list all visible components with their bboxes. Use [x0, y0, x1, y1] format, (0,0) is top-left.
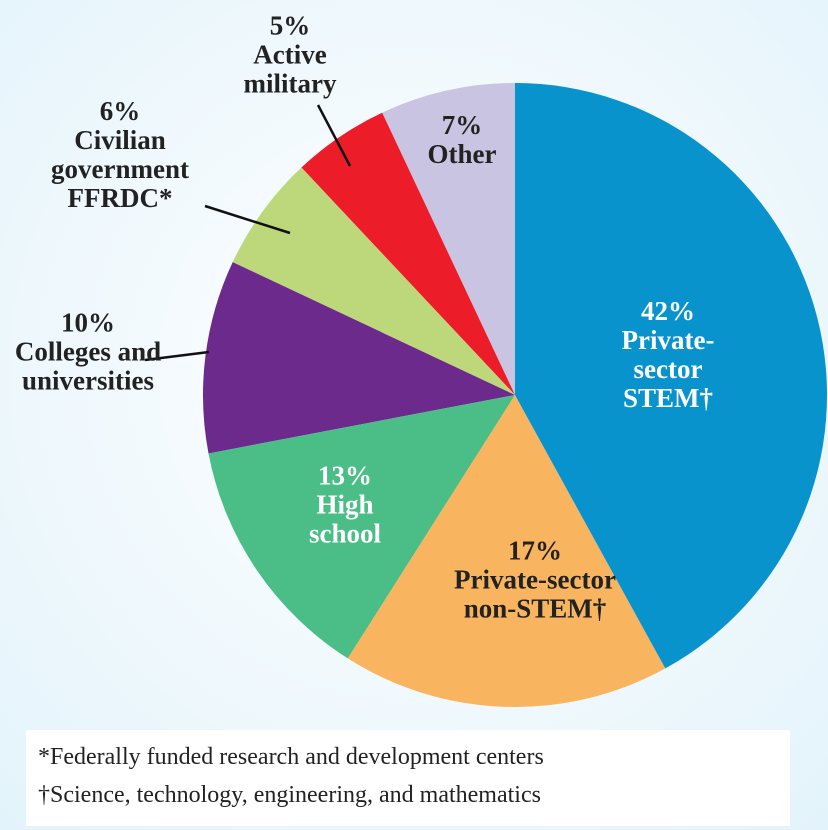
- category-label: Private-sector non-STEM†: [454, 564, 616, 624]
- category-label: Civilian government FFRDC*: [51, 125, 189, 213]
- value-label: 42%: [641, 296, 695, 326]
- slice-label: 42% Private-sector STEM†: [603, 297, 733, 413]
- pie-slice: [515, 83, 828, 669]
- category-label: Private-sector STEM†: [621, 325, 715, 413]
- pie-slice: [301, 112, 515, 395]
- pie-slice: [382, 83, 515, 395]
- value-label: 5%: [269, 10, 311, 41]
- value-label: 17%: [508, 535, 562, 566]
- leader-lines: [144, 104, 352, 362]
- value-label: 7%: [441, 110, 483, 140]
- footnote-box: *Federally funded research and developme…: [26, 730, 790, 826]
- slice-label: 5% Active military: [235, 10, 345, 99]
- leader-line: [204, 204, 291, 235]
- value-label: 10%: [61, 307, 115, 338]
- category-label: Active military: [243, 39, 337, 99]
- category-label: Colleges and universities: [14, 336, 162, 396]
- slice-label: 7% Other: [417, 111, 507, 169]
- slice-label: 6% Civilian government FFRDC*: [38, 97, 203, 213]
- value-label: 6%: [99, 96, 141, 126]
- slice-label: 13% High school: [290, 460, 400, 549]
- pie-slice: [208, 395, 516, 659]
- category-label: High school: [308, 489, 381, 549]
- slice-label: 10% Colleges and universities: [11, 307, 166, 396]
- value-label: 13%: [318, 460, 372, 491]
- pie-slice: [203, 262, 515, 454]
- slice-label: 17% Private-sector non-STEM†: [448, 535, 623, 624]
- footnote: *Federally funded research and developme…: [38, 744, 544, 770]
- leader-line: [316, 104, 352, 167]
- footnote: †Science, technology, engineering, and m…: [38, 782, 541, 808]
- leader-line: [144, 350, 210, 362]
- category-label: Other: [427, 139, 497, 169]
- pie-slice: [347, 395, 666, 707]
- pie-slice: [232, 167, 515, 395]
